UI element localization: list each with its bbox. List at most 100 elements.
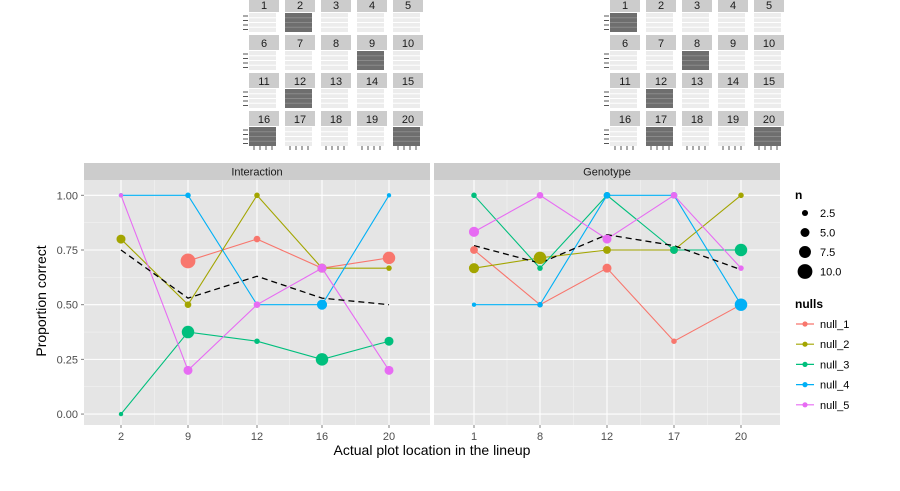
lineup-cell-header	[610, 111, 640, 126]
lineup-cell-header	[682, 73, 712, 88]
lineup-cell-number: 14	[727, 76, 739, 88]
data-point-null-4	[603, 191, 611, 199]
lineup-cell-header	[393, 0, 423, 12]
lineup-cell-number: 7	[297, 38, 303, 50]
legend-size-label: 5.0	[820, 228, 835, 240]
data-point-null-3	[471, 192, 477, 199]
lineup-cell-number: 18	[330, 114, 342, 126]
legend-color-label: null_3	[820, 359, 849, 371]
lineup-cell-header	[357, 0, 387, 12]
data-point-null-5	[183, 365, 193, 375]
x-tick-label: 17	[668, 431, 680, 443]
lineup-cell-header	[610, 73, 640, 88]
x-tick-label: 12	[251, 431, 263, 443]
lineup-cell-number: 9	[730, 38, 736, 50]
data-point-null-1	[602, 263, 612, 273]
lineup-cell-header	[393, 73, 423, 88]
legend-color-key	[802, 382, 808, 388]
lineup-cell-number: 1	[622, 0, 628, 12]
lineup-cell-number: 16	[619, 114, 631, 126]
lineup-cell-number: 16	[258, 114, 270, 126]
legend-size-title: n	[795, 188, 802, 202]
lineup-cell-number: 20	[763, 114, 775, 126]
data-point-null-2	[386, 265, 392, 271]
lineup-cell-number: 15	[763, 76, 775, 88]
x-tick-label: 8	[537, 431, 543, 443]
lineup-cell-number: 19	[727, 114, 739, 126]
y-tick-label: 1.00	[57, 190, 78, 202]
x-tick-label: 9	[185, 431, 191, 443]
lineup-cell-header	[357, 73, 387, 88]
lineup-cell-header	[321, 0, 351, 12]
legend-color-label: null_2	[820, 339, 849, 351]
legend-color-title: nulls	[795, 297, 823, 311]
data-point-null-3	[181, 325, 195, 339]
lineup-cell-header	[393, 35, 423, 50]
lineup-cell-header	[285, 73, 315, 88]
lineup-cell-number: 13	[330, 76, 342, 88]
lineup-cell-number: 5	[405, 0, 411, 12]
y-tick-label: 0.50	[57, 300, 78, 312]
lineup-cell-header	[321, 111, 351, 126]
legend-color-label: null_1	[820, 319, 849, 331]
x-tick-label: 16	[316, 431, 328, 443]
data-point-null-2	[254, 192, 260, 199]
data-point-null-1	[253, 235, 261, 243]
facet-panel: Interaction 2 9 12 16 20 0.00 0.25 0.50 0.75 1.00	[57, 163, 430, 443]
lineup-cell-header	[754, 0, 784, 12]
data-point-null-2	[184, 301, 192, 309]
lineup-cell-number: 20	[402, 114, 414, 126]
lineup-cell-header	[718, 35, 748, 50]
data-point-null-3	[118, 411, 124, 417]
lineup-cell-header	[321, 73, 351, 88]
data-point-null-4	[386, 193, 392, 198]
data-point-null-5	[536, 191, 544, 199]
facet-panel: Genotype 1 8 12 17 20	[434, 163, 780, 443]
x-tick-label: 20	[735, 431, 747, 443]
data-point-null-4	[537, 301, 543, 308]
mean-dashed-line	[120, 249, 390, 306]
lineup-cell-number: 12	[294, 76, 306, 88]
lineup-cell-header	[249, 111, 279, 126]
legend: n 2.5 5.0 7.5 10.0 nulls null_1 null_2 null_3nul…	[795, 188, 849, 412]
lineup-cell-header	[682, 35, 712, 50]
legend-size-label: 2.5	[820, 208, 835, 220]
data-point-null-2	[533, 251, 547, 265]
data-point-null-3	[734, 243, 748, 257]
data-point-null-3	[254, 338, 260, 344]
lineup-cell-number: 8	[694, 38, 700, 50]
lineup-cell-number: 17	[655, 114, 667, 126]
data-point-null-4	[471, 302, 477, 307]
data-point-null-3	[315, 353, 329, 366]
lineup-cell-number: 1	[261, 0, 267, 12]
data-point-null-5	[670, 191, 678, 199]
lineup-cell-number: 17	[294, 114, 306, 126]
lineup-cell-number: 3	[694, 0, 700, 12]
legend-size-label: 10.0	[820, 267, 841, 279]
data-point-null-3	[670, 246, 678, 254]
data-point-null-5	[738, 265, 744, 271]
lineup-cell-header	[646, 35, 676, 50]
lineup-cell-number: 4	[730, 0, 736, 12]
data-point-null-1	[470, 246, 478, 254]
lineup-cell-header	[646, 73, 676, 88]
lineup-cell-header	[646, 0, 676, 12]
y-tick-label: 0.75	[57, 245, 78, 257]
data-point-null-5	[118, 193, 124, 198]
data-point-null-2	[116, 234, 126, 244]
lineup-cell-number: 8	[333, 38, 339, 50]
x-tick-label: 20	[383, 431, 395, 443]
lineup-cell-header	[249, 73, 279, 88]
data-point-null-5	[317, 263, 327, 273]
legend-size-key	[800, 228, 810, 237]
lineup-cell-number: 13	[691, 76, 703, 88]
lineup-cell-number: 2	[658, 0, 664, 12]
data-point-null-5	[602, 234, 612, 244]
data-point-null-1	[671, 338, 677, 344]
lineup-cell-number: 10	[763, 38, 775, 50]
legend-size-label: 7.5	[820, 247, 835, 259]
legend-color-key	[802, 321, 808, 327]
